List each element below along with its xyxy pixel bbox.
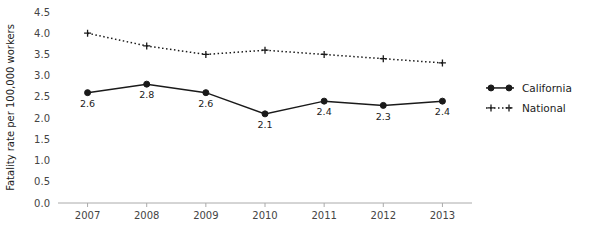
y-tick-label: 3.5 [34,49,50,60]
x-tick-label: 2012 [371,210,396,221]
x-tick [146,203,147,207]
series-line [88,84,443,114]
legend-marker [488,104,495,111]
x-tick-label: 2007 [75,210,100,221]
y-tick-label: 1.5 [34,134,50,145]
x-tick-label: 2011 [311,210,336,221]
point [84,30,91,37]
point [321,51,328,58]
point [439,98,445,104]
point [321,98,327,104]
plot-area [84,30,446,117]
data-label: 2.6 [80,98,95,109]
point [202,51,209,58]
y-tick-label: 1.0 [34,155,50,166]
y-axis-label: Fatality rate per 100,000 workers [5,24,16,191]
legend: California National [486,82,572,114]
point [143,42,150,49]
point [380,55,387,62]
x-tick-label: 2010 [252,210,277,221]
data-labels: 2.6 2.8 2.6 2.1 2.4 2.3 2.4 [80,89,450,130]
legend-label: National [522,102,566,114]
data-label: 2.8 [139,89,154,100]
x-tick [87,203,88,207]
point [262,111,268,117]
x-tick-label: 2009 [193,210,218,221]
y-tick-label: 4.5 [34,7,50,18]
x-tick-label: 2008 [134,210,159,221]
legend-marker [488,85,494,91]
point [439,59,446,66]
y-tick-label: 4.0 [34,28,50,39]
point [203,90,209,96]
point [85,90,91,96]
x-tick [383,203,384,207]
chart: 0.0 0.5 1.0 1.5 2.0 2.5 3.0 3.5 4.0 4.5 2007 2008 20… [0,0,600,231]
point [144,81,150,87]
x-tick [265,203,266,207]
y-tick-label: 3.0 [34,70,50,81]
point [262,47,269,54]
series-line [88,33,443,63]
point [380,102,386,108]
legend-marker [506,85,512,91]
y-tick-label: 2.5 [34,91,50,102]
data-label: 2.4 [317,106,332,117]
data-label: 2.6 [198,98,213,109]
data-label: 2.1 [257,119,272,130]
x-tick [205,203,206,207]
legend-marker [506,104,513,111]
y-tick-label: 0.5 [34,176,50,187]
data-label: 2.4 [435,106,450,117]
x-tick [442,203,443,207]
y-tick-label: 0.0 [34,198,50,209]
x-tick [324,203,325,207]
x-tick-label: 2013 [430,210,455,221]
data-label: 2.3 [376,111,391,122]
y-tick-label: 2.0 [34,113,50,124]
legend-label: California [522,82,572,94]
